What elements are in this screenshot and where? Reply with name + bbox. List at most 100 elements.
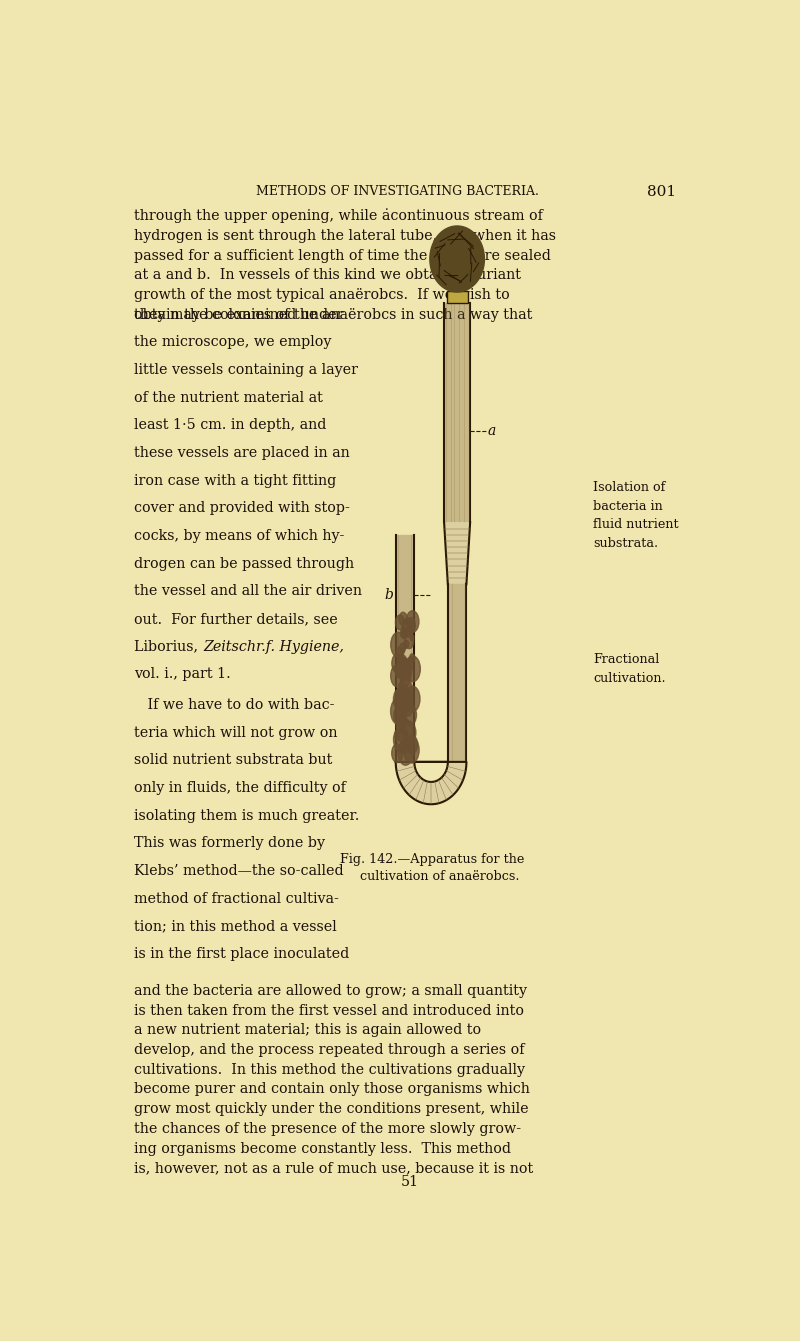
Circle shape [400, 720, 404, 728]
Circle shape [402, 721, 416, 743]
Text: Fig. 142.—Apparatus for the
    cultivation of anaërobcs.: Fig. 142.—Apparatus for the cultivation … [339, 853, 524, 884]
Text: method of fractional cultiva-: method of fractional cultiva- [134, 892, 339, 905]
Circle shape [395, 665, 402, 677]
Circle shape [410, 625, 414, 632]
Circle shape [402, 618, 414, 637]
Text: and the bacteria are allowed to grow; a small quantity
is then taken from the fi: and the bacteria are allowed to grow; a … [134, 984, 534, 1175]
Circle shape [403, 693, 407, 701]
Text: METHODS OF INVESTIGATING BACTERIA.: METHODS OF INVESTIGATING BACTERIA. [256, 185, 539, 197]
Circle shape [398, 679, 413, 704]
Circle shape [400, 704, 406, 713]
Circle shape [405, 656, 420, 681]
Text: If we have to do with bac-: If we have to do with bac- [134, 697, 334, 712]
Circle shape [406, 610, 419, 633]
Circle shape [398, 657, 409, 675]
Circle shape [396, 648, 403, 658]
Text: drogen can be passed through: drogen can be passed through [134, 557, 354, 571]
Circle shape [395, 688, 407, 707]
Text: the vessel and all the air driven: the vessel and all the air driven [134, 585, 362, 598]
Circle shape [410, 654, 414, 662]
Circle shape [405, 687, 420, 712]
Circle shape [390, 632, 406, 657]
Circle shape [398, 719, 413, 746]
Circle shape [394, 688, 407, 711]
Text: these vessels are placed in an: these vessels are placed in an [134, 447, 350, 460]
Circle shape [405, 634, 414, 649]
Text: teria which will not grow on: teria which will not grow on [134, 725, 338, 739]
Circle shape [404, 703, 412, 716]
Text: cover and provided with stop-: cover and provided with stop- [134, 502, 350, 515]
Text: of the nutrient material at: of the nutrient material at [134, 390, 323, 405]
Text: 51: 51 [401, 1175, 419, 1189]
Polygon shape [444, 303, 470, 523]
Circle shape [398, 740, 413, 766]
Circle shape [408, 625, 414, 634]
Circle shape [399, 613, 407, 625]
Circle shape [395, 616, 405, 630]
Circle shape [401, 670, 410, 687]
Text: This was formerly done by: This was formerly done by [134, 837, 325, 850]
Circle shape [409, 657, 413, 664]
Text: through the upper opening, while ȧcontinuous stream of
hydrogen is sent through: through the upper opening, while ȧconti… [134, 208, 556, 322]
Polygon shape [396, 762, 466, 805]
Text: solid nutrient substrata but: solid nutrient substrata but [134, 754, 333, 767]
Circle shape [392, 744, 403, 763]
Text: the microscope, we employ: the microscope, we employ [134, 335, 331, 349]
Text: Zeitschr.f. Hygiene,: Zeitschr.f. Hygiene, [203, 640, 345, 653]
Circle shape [395, 732, 400, 740]
Circle shape [406, 660, 413, 673]
Polygon shape [396, 535, 414, 762]
Circle shape [404, 704, 417, 725]
Circle shape [398, 704, 406, 717]
Text: Fractional
cultivation.: Fractional cultivation. [593, 653, 666, 685]
Text: out.  For further details, see: out. For further details, see [134, 611, 338, 626]
Text: Isolation of
bacteria in
fluid nutrient
substrata.: Isolation of bacteria in fluid nutrient … [593, 481, 678, 550]
Polygon shape [448, 585, 466, 762]
Circle shape [400, 628, 406, 638]
Text: cocks, by means of which hy-: cocks, by means of which hy- [134, 528, 345, 543]
Circle shape [405, 660, 410, 668]
Circle shape [400, 644, 405, 652]
Polygon shape [430, 227, 485, 292]
Text: little vessels containing a layer: little vessels containing a layer [134, 363, 358, 377]
Text: is in the first place inoculated: is in the first place inoculated [134, 947, 350, 961]
Polygon shape [446, 291, 468, 303]
Circle shape [410, 634, 414, 641]
Text: only in fluids, the difficulty of: only in fluids, the difficulty of [134, 780, 346, 795]
Circle shape [397, 658, 406, 675]
Text: b: b [385, 587, 394, 602]
Circle shape [390, 699, 406, 724]
Circle shape [405, 660, 410, 669]
Text: least 1·5 cm. in depth, and: least 1·5 cm. in depth, and [134, 418, 326, 432]
Circle shape [399, 688, 412, 709]
Text: isolating them is much greater.: isolating them is much greater. [134, 809, 359, 822]
Text: 801: 801 [647, 185, 677, 198]
Text: vol. i., part 1.: vol. i., part 1. [134, 668, 231, 681]
Circle shape [406, 618, 415, 633]
Text: tion; in this method a vessel: tion; in this method a vessel [134, 919, 337, 933]
Circle shape [390, 665, 404, 687]
Text: Klebs’ method—the so-called: Klebs’ method—the so-called [134, 864, 344, 878]
Circle shape [394, 727, 409, 752]
Circle shape [398, 654, 407, 670]
Circle shape [396, 687, 412, 713]
Circle shape [402, 746, 407, 754]
Circle shape [406, 664, 410, 670]
Circle shape [406, 735, 418, 754]
Polygon shape [444, 523, 470, 585]
Circle shape [404, 640, 409, 649]
Circle shape [400, 684, 408, 699]
Circle shape [394, 707, 405, 725]
Circle shape [403, 666, 410, 679]
Circle shape [396, 719, 405, 732]
Circle shape [398, 713, 407, 730]
Text: they may be examined under: they may be examined under [134, 307, 344, 322]
Text: Liborius,: Liborius, [134, 640, 202, 653]
Circle shape [402, 628, 408, 638]
Text: iron case with a tight fitting: iron case with a tight fitting [134, 473, 336, 488]
Circle shape [392, 653, 403, 673]
Text: a: a [487, 425, 496, 439]
Circle shape [394, 695, 402, 708]
Circle shape [397, 661, 408, 680]
Circle shape [402, 692, 413, 711]
